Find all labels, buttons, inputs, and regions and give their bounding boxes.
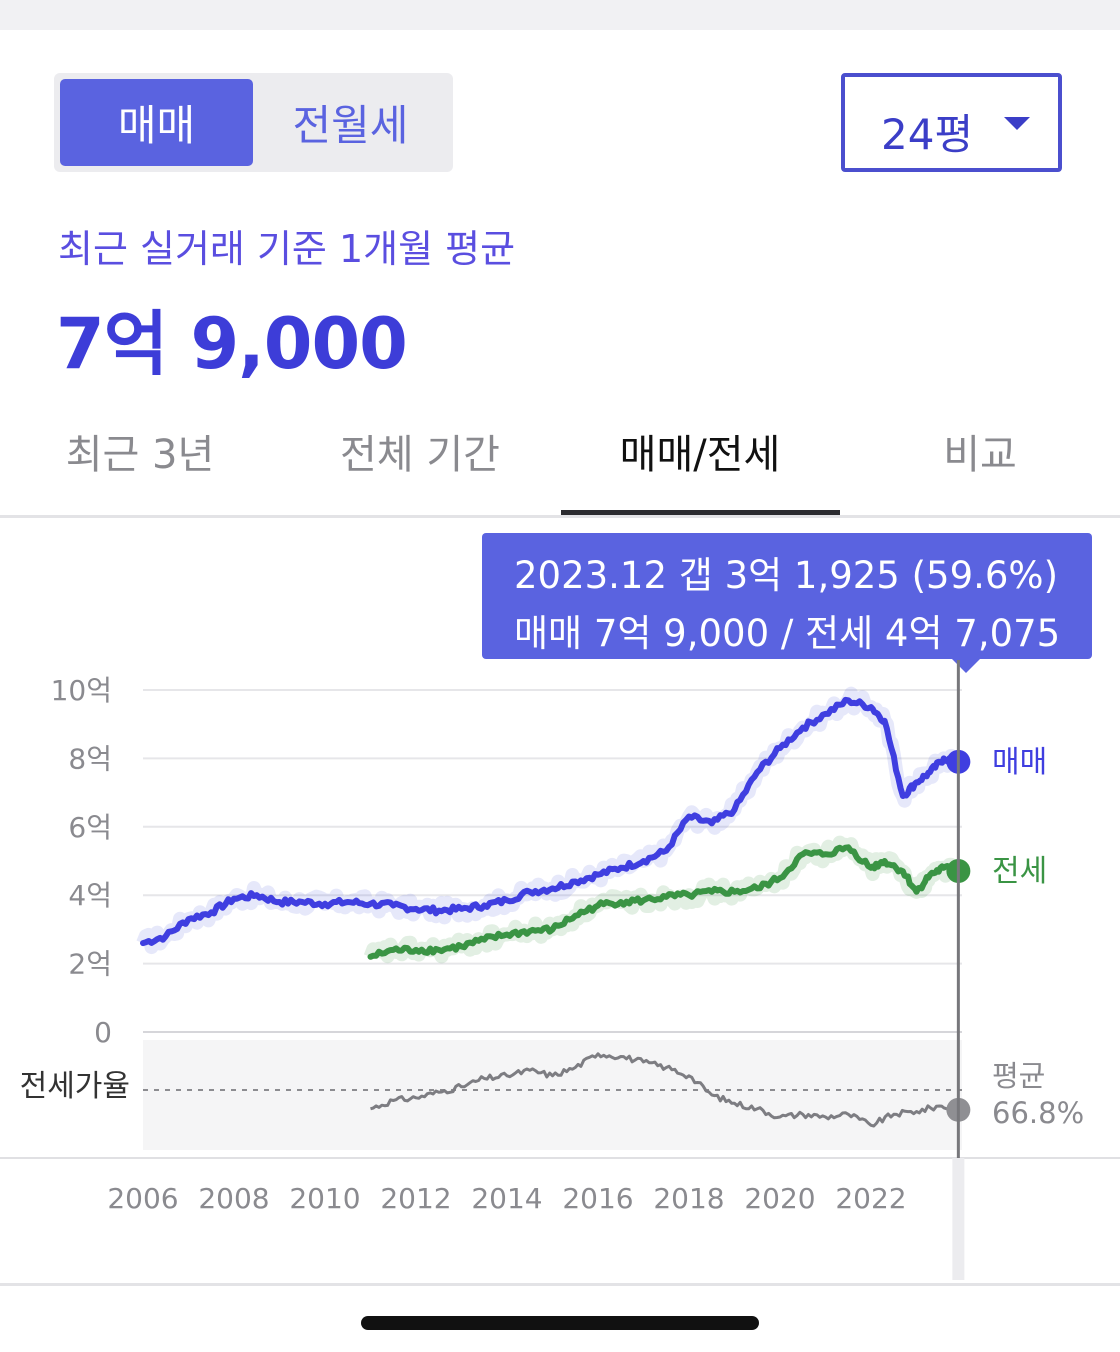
x-tick-label: 2016 bbox=[562, 1182, 633, 1215]
average-price: 7억 9,000 bbox=[56, 303, 408, 385]
y-tick-label: 10억 bbox=[51, 674, 112, 707]
ratio-average-label: 평균 bbox=[992, 1059, 1045, 1093]
chart-tooltip: 2023.12 갭 3억 1,925 (59.6%) 매매 7억 9,000 /… bbox=[482, 533, 1092, 673]
tab-recent-3y[interactable]: 최근 3년 bbox=[65, 432, 215, 478]
jeonse-series-label: 전세 bbox=[992, 854, 1047, 889]
toggle-sale-button[interactable]: 매매 bbox=[60, 79, 253, 166]
jeonse-price-line bbox=[367, 844, 962, 960]
sale-price-line bbox=[140, 696, 962, 947]
tooltip-price-line: 매매 7억 9,000 / 전세 4억 7,075 bbox=[514, 612, 1061, 655]
y-tick-label: 2억 bbox=[68, 948, 112, 981]
jeonse-ratio-line bbox=[370, 1052, 960, 1128]
top-strip bbox=[0, 0, 1120, 30]
y-tick-label: 4억 bbox=[68, 879, 112, 912]
x-tick-label: 2006 bbox=[107, 1182, 178, 1215]
trade-type-toggle: 매매 전월세 bbox=[54, 73, 453, 172]
price-basis-label: 최근 실거래 기준 1개월 평균 bbox=[58, 227, 516, 271]
tab-sale-jeonse[interactable]: 매매/전세 bbox=[619, 432, 781, 478]
period-tabs: 최근 3년 전체 기간 매매/전세 비교 bbox=[0, 408, 1120, 518]
size-dropdown-value: 24평 bbox=[881, 110, 974, 159]
tab-compare[interactable]: 비교 bbox=[943, 432, 1017, 478]
ratio-panel-bg bbox=[143, 1040, 962, 1150]
x-tick-label: 2010 bbox=[289, 1182, 360, 1215]
toggle-rent-button[interactable]: 전월세 bbox=[292, 101, 409, 150]
sale-price-line-band bbox=[136, 686, 964, 955]
x-tick-label: 2020 bbox=[744, 1182, 815, 1215]
tab-all-period[interactable]: 전체 기간 bbox=[340, 432, 500, 478]
selection-handle bbox=[952, 1158, 965, 1280]
x-tick-label: 2008 bbox=[198, 1182, 269, 1215]
tabs-divider bbox=[0, 515, 1120, 518]
x-tick-label: 2012 bbox=[380, 1182, 451, 1215]
active-tab-indicator bbox=[561, 510, 840, 516]
bottom-divider bbox=[0, 1283, 1120, 1286]
size-dropdown[interactable]: 24평 bbox=[841, 73, 1062, 172]
y-tick-label: 6억 bbox=[68, 811, 112, 844]
home-indicator bbox=[361, 1316, 759, 1330]
y-tick-label: 0 bbox=[94, 1016, 112, 1049]
x-tick-label: 2022 bbox=[835, 1182, 906, 1215]
caret-down-icon bbox=[1004, 117, 1030, 130]
tooltip-gap-line: 2023.12 갭 3억 1,925 (59.6%) bbox=[514, 554, 1059, 597]
sale-series-label: 매매 bbox=[992, 745, 1047, 780]
y-tick-label: 8억 bbox=[68, 742, 112, 775]
ratio-panel-label: 전세가율 bbox=[20, 1069, 130, 1104]
ratio-average-value: 66.8% bbox=[992, 1096, 1084, 1130]
x-tick-label: 2018 bbox=[653, 1182, 724, 1215]
x-tick-label: 2014 bbox=[471, 1182, 542, 1215]
